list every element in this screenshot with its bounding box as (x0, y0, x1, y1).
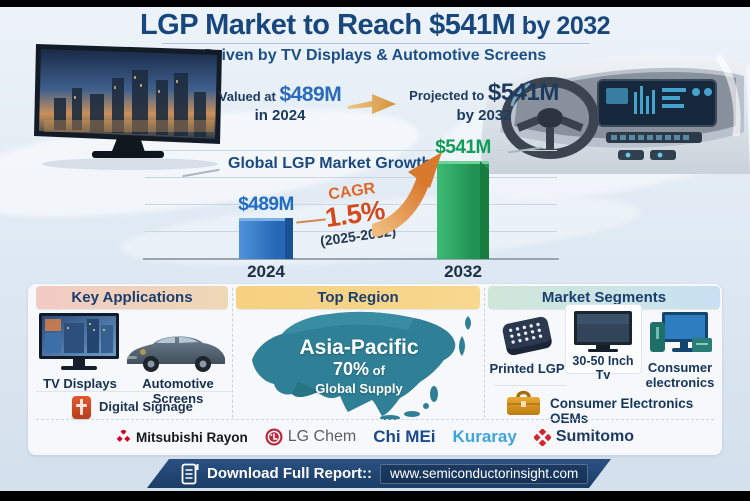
valued-prefix: Valued at (218, 89, 280, 104)
bar-2024-year: 2024 (247, 262, 285, 281)
consumer-electronics-icon (650, 312, 712, 352)
page-subtitle: Driven by TV Displays & Automotive Scree… (203, 47, 547, 64)
top-letterbox-bar (0, 0, 750, 7)
label-tv-displays: TV Displays (43, 376, 117, 391)
region-share-caption: Global Supply (315, 380, 403, 396)
projected-amount: $541M (487, 79, 559, 106)
region-share-suffix: of (369, 363, 385, 379)
document-report-icon (181, 463, 199, 485)
divider (494, 385, 566, 386)
section-header-key-applications: Key Applications (36, 286, 228, 309)
report-url-link[interactable]: www.semiconductorinsight.com (380, 464, 588, 484)
logo-text: Kuraray (452, 427, 517, 446)
page-title-suffix: by 2032 (515, 12, 611, 40)
label-30-50-inch-tv: 30-50 Inch Tv (572, 354, 634, 382)
chart-axis (143, 258, 559, 260)
valued-year: in 2024 (254, 107, 306, 124)
section-divider (232, 288, 233, 418)
chart-gridline (145, 150, 557, 151)
asia-pacific-map (252, 311, 471, 420)
bottom-letterbox-bar (0, 491, 750, 501)
page-title: LGP Market to Reach $541M by 2032 (0, 9, 750, 42)
label-automotive-screens: Automotive Screens (142, 376, 214, 406)
bar-2024-value: $489M (238, 194, 294, 215)
bar-2032 (437, 161, 489, 259)
automotive-screens-icon (127, 336, 225, 372)
region-callout: Asia-Pacific 70% of Global Supply (264, 336, 454, 396)
gold-right-arrow-icon (348, 94, 396, 114)
label-consumer-electronics-oems: Consumer Electronics OEMs (550, 396, 694, 426)
tri-diamond-logo-icon (116, 429, 131, 442)
projection-2032: Projected to $541M by 2032 (398, 79, 570, 124)
red-circle-swirl-logo-icon (265, 428, 283, 446)
chart-title: Global LGP Market Growth (228, 155, 432, 172)
chart-gridline (145, 177, 557, 178)
bar-2032-value: $541M (435, 137, 491, 158)
chart-gridline (145, 204, 557, 205)
logo-text: Sumitomo (555, 428, 635, 445)
logo-sumitomo: Sumitomo (533, 428, 635, 446)
tv-displays-icon (39, 313, 119, 370)
printed-lgp-icon (502, 316, 552, 356)
signage-kiosk-icon (72, 396, 91, 419)
logo-text: LG Chem (287, 428, 357, 445)
divider (36, 391, 232, 392)
logo-text: Chi MEi (373, 427, 436, 446)
bar-2024 (239, 218, 293, 259)
30-50-inch-tv-icon (574, 311, 632, 352)
page-title-main: LGP Market to Reach $541M (139, 9, 516, 41)
label-digital-signage: Digital Signage (99, 399, 193, 414)
download-report-banner[interactable]: Download Full Report:: www.semiconductor… (147, 459, 611, 488)
info-panel: Key Applications Top Region Market Segme… (28, 284, 722, 455)
logo-lg-chem: LG Chem (265, 428, 356, 446)
red-clover-logo-icon (533, 428, 551, 446)
label-consumer-electronics: Consumer electronics (645, 360, 715, 390)
projected-year: by 2032 (456, 107, 512, 124)
tv-display-image (34, 44, 222, 170)
curved-up-arrow-icon (372, 152, 442, 237)
tv-segment-card (565, 304, 642, 374)
projected-prefix: Projected to (409, 88, 488, 103)
region-name: Asia-Pacific (299, 336, 419, 359)
section-header-top-region: Top Region (236, 286, 480, 309)
car-dashboard-image (481, 53, 750, 174)
title-divider (162, 43, 590, 44)
valued-amount: $489M (279, 83, 342, 106)
download-report-label: Download Full Report:: (207, 465, 372, 482)
divider (36, 419, 714, 420)
section-header-market-segments: Market Segments (488, 286, 720, 309)
bar-2032-year: 2032 (444, 262, 482, 281)
logo-kuraray: Kuraray (453, 427, 517, 447)
label-printed-lgp: Printed LGP (489, 361, 565, 376)
section-divider (484, 288, 485, 418)
valuation-2024: Valued at $489M in 2024 (206, 83, 354, 124)
company-logos-row: Mitsubishi Rayon LG Chem Chi MEi Kuraray (28, 423, 722, 451)
logo-chi-mei: Chi MEi (373, 427, 435, 447)
region-share-value: 70% (333, 359, 370, 380)
chart-gridline (145, 231, 557, 232)
logo-mitsubishi-rayon: Mitsubishi Rayon (116, 429, 248, 445)
logo-text: Mitsubishi Rayon (135, 429, 248, 445)
toolbox-icon (507, 390, 540, 415)
